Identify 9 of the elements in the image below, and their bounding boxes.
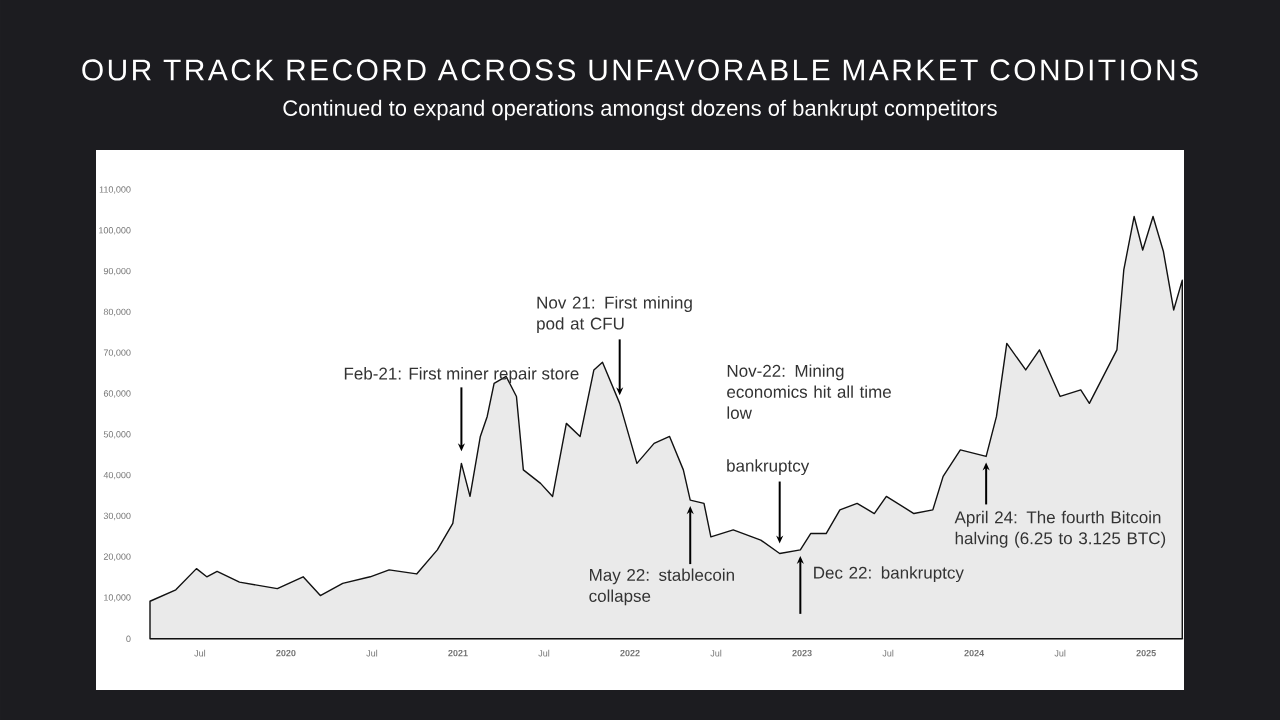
annotation: Nov 21: First mining pod at CFU bbox=[537, 296, 692, 333]
chart-title: OUR TRACK RECORD ACROSS UNFAVORABLE MARKET CONDITIONS bbox=[82, 59, 1198, 81]
annotation: Feb-21: First miner repair store bbox=[344, 367, 579, 383]
annotation: Dec 22: bankruptcy bbox=[814, 566, 964, 583]
annotation: May 22: stablecoin collapse bbox=[589, 568, 734, 606]
annotation: April 24: The fourth Bitcoin halving (6.25 to 3.125 BTC) bbox=[954, 510, 1166, 548]
annotation: Nov-22: Mining economics hit all time low bbox=[727, 364, 891, 419]
chart-subtitle: Continued to expand operations amongst dozens of bankrupt competitors bbox=[283, 99, 997, 121]
annotation: bankruptcy bbox=[727, 459, 810, 476]
